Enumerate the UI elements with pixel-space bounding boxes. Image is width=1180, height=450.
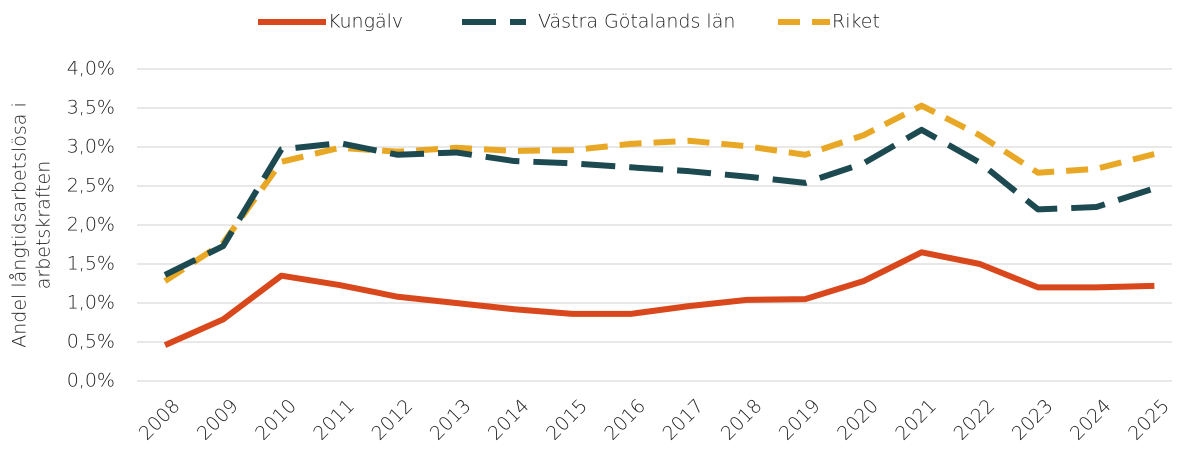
x-tick-label: 2018	[717, 395, 767, 445]
y-tick-label: 0,0%	[67, 370, 115, 392]
y-tick-label: 2,5%	[67, 175, 115, 197]
x-tick-label: 2022	[949, 395, 999, 445]
series-line	[163, 126, 1156, 278]
series-line	[163, 249, 1155, 348]
series-line	[163, 102, 1156, 284]
x-tick-label: 2021	[891, 395, 941, 445]
x-tick-label: 2008	[135, 395, 185, 445]
y-tick-label: 4,0%	[67, 58, 115, 80]
legend-label: Västra Götalands län	[538, 11, 735, 33]
y-axis-label: arbetskraften	[33, 161, 55, 290]
y-tick-label: 2,0%	[67, 214, 115, 236]
x-tick-label: 2010	[251, 395, 301, 445]
legend-label: Riket	[832, 11, 880, 33]
y-tick-label: 3,0%	[67, 136, 115, 158]
x-tick-label: 2011	[309, 395, 359, 445]
x-tick-label: 2020	[833, 395, 883, 445]
y-tick-label: 3,5%	[67, 97, 115, 119]
x-tick-label: 2013	[426, 395, 476, 445]
x-tick-label: 2017	[658, 395, 708, 445]
y-tick-label: 1,0%	[67, 292, 115, 314]
x-tick-label: 2016	[600, 395, 650, 445]
x-tick-label: 2012	[367, 395, 417, 445]
x-tick-label: 2024	[1066, 395, 1116, 445]
x-tick-label: 2015	[542, 395, 592, 445]
y-axis-label: Andel långtidsarbetslösa i	[9, 102, 31, 347]
x-tick-label: 2014	[484, 395, 534, 445]
x-tick-label: 2025	[1124, 395, 1174, 445]
y-tick-label: 0,5%	[67, 331, 115, 353]
x-tick-label: 2023	[1008, 395, 1058, 445]
legend-label: Kungälv	[328, 11, 403, 33]
y-tick-label: 1,5%	[67, 253, 115, 275]
x-tick-label: 2009	[193, 395, 243, 445]
x-tick-label: 2019	[775, 395, 825, 445]
